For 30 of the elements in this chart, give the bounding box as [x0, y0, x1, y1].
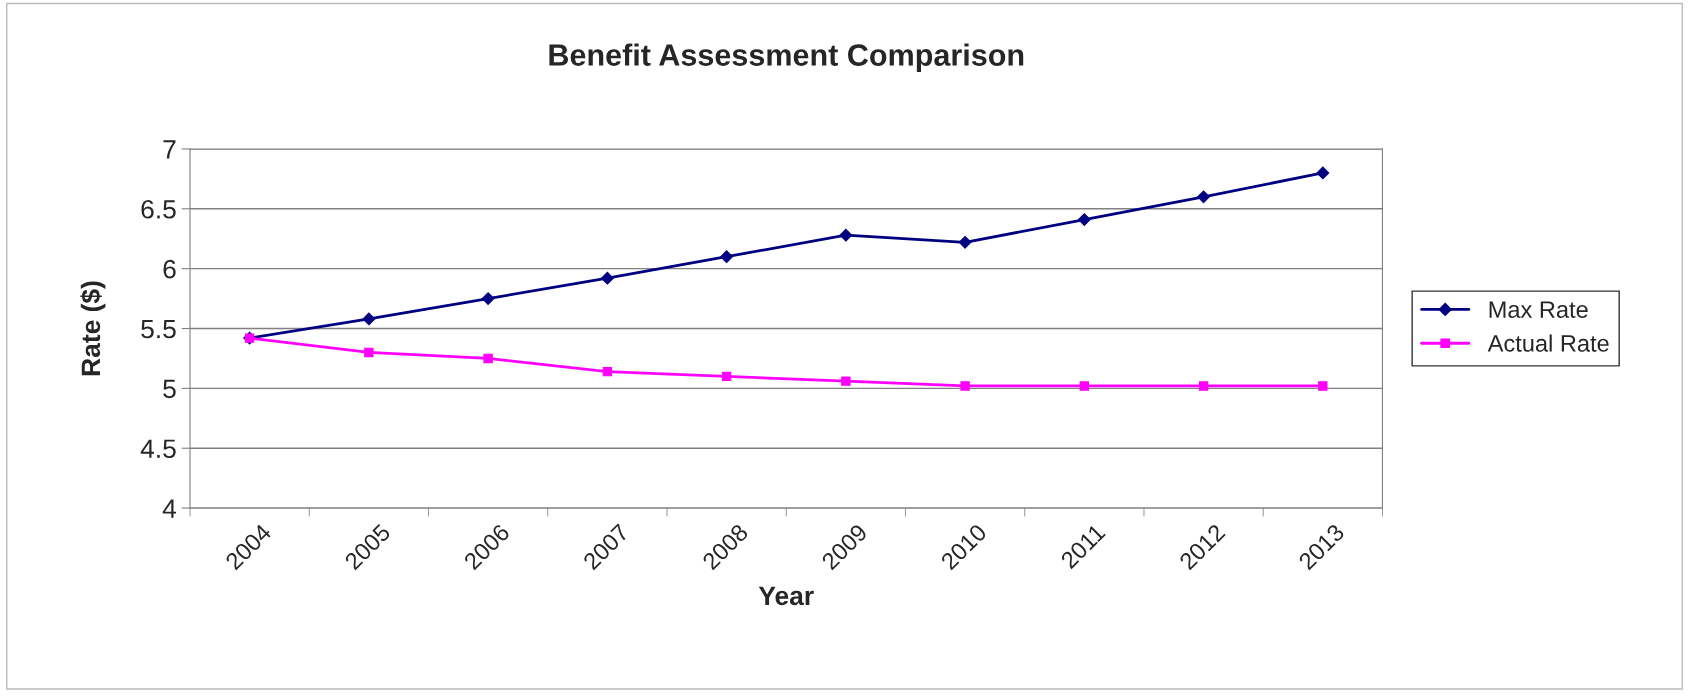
- point: [600, 271, 614, 285]
- chart-title: Benefit Assessment Comparison: [549, 43, 1024, 72]
- y-tick-label: 5: [163, 379, 176, 399]
- y-tick-label: 5.5: [141, 319, 176, 339]
- y-axis-title: Rate ($): [80, 281, 106, 376]
- y-tick-label: 6.5: [141, 199, 176, 219]
- point: [960, 381, 970, 391]
- point: [481, 292, 495, 305]
- point: [1198, 381, 1209, 391]
- point: [839, 228, 853, 242]
- point: [364, 347, 374, 358]
- legend-label: Actual Rate: [1487, 334, 1609, 352]
- x-axis-title: Year: [758, 586, 814, 606]
- y-tick-label: 4: [162, 499, 177, 518]
- point: [1316, 166, 1330, 180]
- point: [1079, 381, 1090, 391]
- point: [1077, 213, 1091, 226]
- point: [958, 235, 972, 249]
- y-tick-label: 7: [163, 140, 176, 159]
- point: [362, 312, 376, 326]
- point: [721, 371, 732, 382]
- point: [841, 376, 851, 386]
- y-tick-label: 6: [163, 259, 176, 279]
- point: [483, 353, 493, 364]
- y-tick-label: 4.5: [140, 439, 176, 459]
- point: [602, 366, 613, 377]
- legend-label: Max Rate: [1489, 301, 1588, 318]
- point: [720, 250, 734, 264]
- point: [1197, 190, 1210, 204]
- point: [1318, 381, 1328, 391]
